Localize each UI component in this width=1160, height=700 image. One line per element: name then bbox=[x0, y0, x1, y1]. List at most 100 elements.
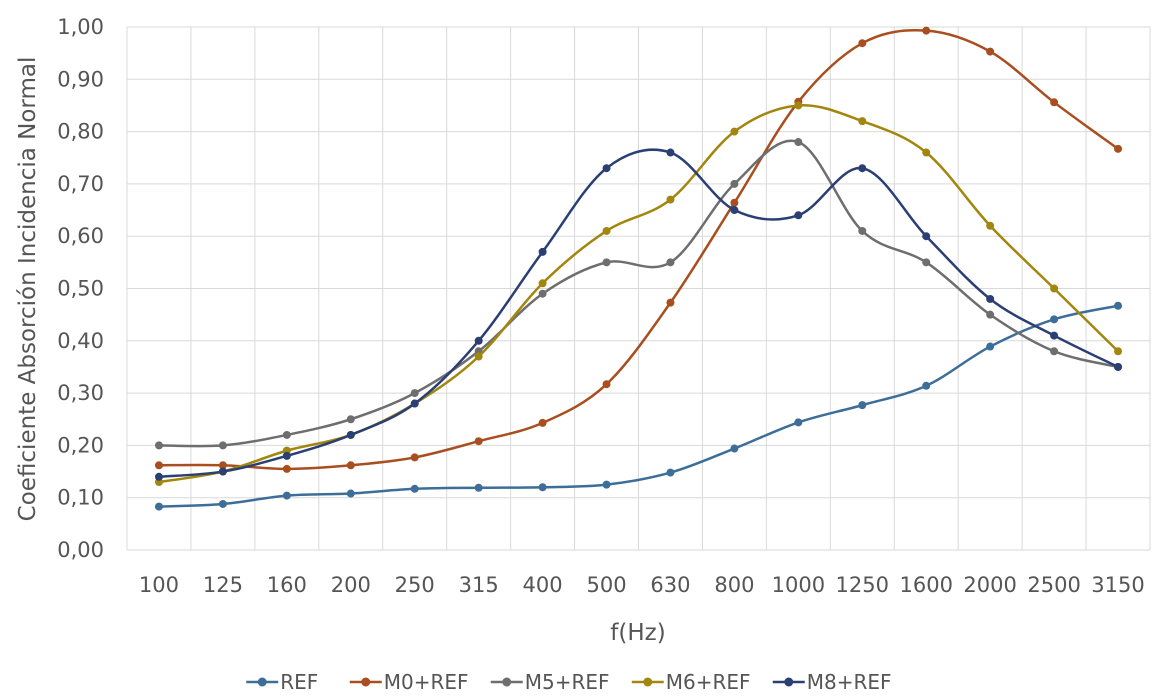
data-point bbox=[474, 437, 483, 446]
data-point bbox=[922, 148, 931, 157]
legend-label: M8+REF bbox=[807, 670, 892, 694]
y-tick-label: 0,40 bbox=[57, 329, 104, 353]
data-point bbox=[986, 342, 995, 351]
data-point bbox=[1114, 301, 1123, 310]
series-lines bbox=[154, 26, 1123, 511]
x-tick-label: 500 bbox=[586, 573, 626, 597]
x-axis-label: f(Hz) bbox=[610, 620, 665, 646]
data-point bbox=[666, 468, 675, 477]
x-tick-label: 1000 bbox=[772, 573, 825, 597]
y-tick-label: 0,70 bbox=[57, 172, 104, 196]
legend-marker bbox=[643, 677, 653, 687]
x-tick-label: 125 bbox=[203, 573, 243, 597]
data-point bbox=[282, 464, 291, 473]
data-point bbox=[538, 418, 547, 427]
data-point bbox=[218, 499, 227, 508]
data-point bbox=[986, 310, 995, 319]
x-tick-label: 630 bbox=[650, 573, 690, 597]
legend-label: REF bbox=[280, 670, 318, 694]
data-point bbox=[346, 415, 355, 424]
data-point bbox=[1050, 284, 1059, 293]
data-point bbox=[922, 258, 931, 267]
y-tick-label: 0,10 bbox=[57, 486, 104, 510]
legend-label: M5+REF bbox=[525, 670, 610, 694]
legend-marker bbox=[784, 677, 794, 687]
legend: REF M0+REF M5+REF M6+REF M8+REF bbox=[246, 670, 892, 694]
data-point bbox=[538, 279, 547, 288]
x-tick-label: 100 bbox=[139, 573, 179, 597]
data-point bbox=[154, 472, 163, 481]
legend-item: M0+REF bbox=[349, 670, 469, 694]
x-tick-label: 3150 bbox=[1091, 573, 1144, 597]
series-line bbox=[158, 148, 1119, 479]
data-point bbox=[410, 484, 419, 493]
data-point bbox=[666, 298, 675, 307]
data-point bbox=[794, 138, 803, 147]
x-tick-label: 400 bbox=[523, 573, 563, 597]
x-tick-label: 2500 bbox=[1027, 573, 1080, 597]
x-tick-label: 160 bbox=[267, 573, 307, 597]
legend-marker bbox=[361, 677, 371, 687]
data-point bbox=[1114, 347, 1123, 356]
data-point bbox=[986, 47, 995, 56]
data-point bbox=[858, 226, 867, 235]
data-point bbox=[730, 444, 739, 453]
data-point bbox=[154, 461, 163, 470]
data-point bbox=[922, 232, 931, 241]
y-tick-label: 0,50 bbox=[57, 277, 104, 301]
data-point bbox=[410, 389, 419, 398]
data-point bbox=[794, 101, 803, 110]
data-point bbox=[282, 451, 291, 460]
data-point bbox=[858, 39, 867, 48]
y-tick-label: 1,00 bbox=[57, 15, 104, 39]
series-line bbox=[158, 29, 1119, 471]
data-point bbox=[794, 418, 803, 427]
data-point bbox=[218, 441, 227, 450]
y-tick-label: 0,90 bbox=[57, 67, 104, 91]
data-point bbox=[986, 221, 995, 230]
data-point bbox=[410, 453, 419, 462]
data-point bbox=[666, 195, 675, 204]
x-tick-label: 1600 bbox=[899, 573, 952, 597]
data-point bbox=[922, 381, 931, 390]
data-point bbox=[922, 26, 931, 35]
data-point bbox=[1050, 331, 1059, 340]
x-tick-label: 800 bbox=[714, 573, 754, 597]
data-point bbox=[602, 258, 611, 267]
data-point bbox=[602, 164, 611, 173]
legend-item: M8+REF bbox=[772, 670, 892, 694]
legend-item: REF bbox=[246, 670, 318, 694]
data-point bbox=[346, 430, 355, 439]
legend-item: M5+REF bbox=[490, 670, 610, 694]
data-point bbox=[538, 483, 547, 492]
legend-label: M0+REF bbox=[384, 670, 469, 694]
data-point bbox=[346, 489, 355, 498]
series-m8-ref bbox=[154, 148, 1123, 481]
data-point bbox=[474, 352, 483, 361]
data-point bbox=[474, 483, 483, 492]
y-tick-label: 0,80 bbox=[57, 120, 104, 144]
data-point bbox=[218, 461, 227, 470]
data-point bbox=[538, 289, 547, 298]
x-tick-label: 250 bbox=[395, 573, 435, 597]
y-tick-label: 0,20 bbox=[57, 433, 104, 457]
data-point bbox=[1114, 144, 1123, 153]
data-point bbox=[858, 164, 867, 173]
data-point bbox=[730, 179, 739, 188]
gridlines bbox=[126, 26, 1151, 551]
data-point bbox=[666, 258, 675, 267]
series-ref bbox=[154, 301, 1123, 511]
data-point bbox=[1114, 362, 1123, 371]
data-point bbox=[986, 294, 995, 303]
data-point bbox=[666, 148, 675, 157]
data-point bbox=[794, 211, 803, 220]
data-point bbox=[154, 441, 163, 450]
data-point bbox=[858, 401, 867, 410]
x-tick-label: 1250 bbox=[836, 573, 889, 597]
series-line bbox=[158, 139, 1119, 448]
legend-marker bbox=[257, 677, 267, 687]
data-point bbox=[858, 117, 867, 126]
legend-label: M6+REF bbox=[666, 670, 751, 694]
data-point bbox=[474, 336, 483, 345]
